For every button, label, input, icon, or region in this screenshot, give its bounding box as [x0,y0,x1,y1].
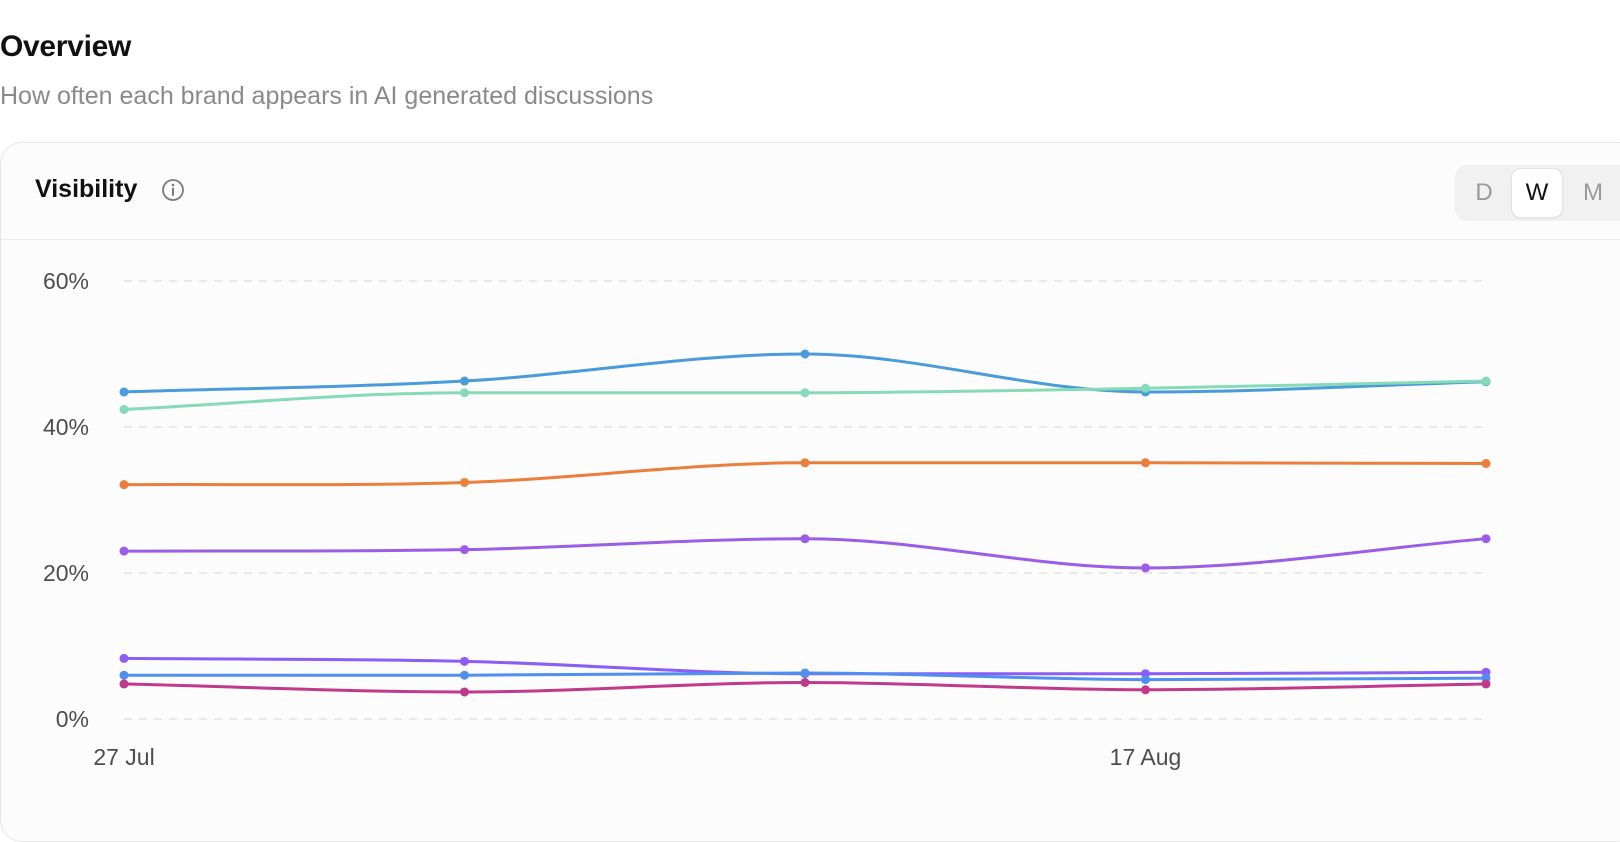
period-option-week[interactable]: W [1511,168,1563,218]
visibility-chart: 0% 20% 40% 60% 27 Jul 17 Aug [43,268,1491,770]
data-point[interactable] [460,477,469,487]
data-point[interactable] [800,388,810,398]
x-tick-label: 17 Aug [1110,744,1182,770]
data-point[interactable] [1141,383,1150,393]
period-option-day[interactable]: D [1475,179,1493,206]
series-layer [119,349,1491,697]
data-point[interactable] [800,668,810,678]
data-point[interactable] [119,480,129,490]
grid-layer [124,280,1486,720]
data-point[interactable] [460,376,469,386]
data-point[interactable] [460,656,469,666]
x-tick-labels: 27 Jul 17 Aug [93,744,1181,770]
series-6 [119,668,1491,685]
y-tick-labels: 0% 20% 40% 60% [43,268,89,732]
y-tick-label: 60% [43,268,89,294]
page-title: Overview [0,30,132,63]
x-tick-label: 27 Jul [93,744,154,770]
data-point[interactable] [119,387,129,397]
y-tick-label: 0% [56,706,89,732]
data-point[interactable] [119,670,129,680]
data-point[interactable] [119,653,129,663]
series-3 [119,458,1491,490]
data-point[interactable] [460,545,469,555]
y-tick-label: 40% [43,414,89,440]
data-point[interactable] [1481,459,1491,468]
data-point[interactable] [119,404,129,414]
data-point[interactable] [1481,679,1491,689]
data-point[interactable] [1141,563,1150,573]
card-title: Visibility [35,175,138,203]
period-toggle: D W M [1455,165,1620,221]
period-option-month[interactable]: M [1583,179,1603,206]
data-point[interactable] [460,670,469,680]
data-point[interactable] [119,546,129,556]
card-header: Visibility D W M [1,143,1620,240]
data-point[interactable] [460,687,469,697]
data-point[interactable] [800,534,810,544]
data-point[interactable] [119,679,129,689]
data-point[interactable] [460,388,469,398]
series-7 [119,678,1491,697]
data-point[interactable] [1481,376,1491,386]
page-subtitle: How often each brand appears in AI gener… [0,82,654,110]
series-2 [119,376,1491,414]
y-tick-label: 20% [43,560,89,586]
data-point[interactable] [800,678,810,687]
visibility-card: Visibility D W M [0,142,1620,842]
data-point[interactable] [1141,675,1150,685]
data-point[interactable] [800,349,810,359]
data-point[interactable] [1481,534,1491,544]
data-point[interactable] [1141,685,1150,695]
data-point[interactable] [800,458,810,468]
series-4 [119,534,1491,573]
data-point[interactable] [1141,458,1150,468]
info-icon[interactable] [161,178,185,202]
